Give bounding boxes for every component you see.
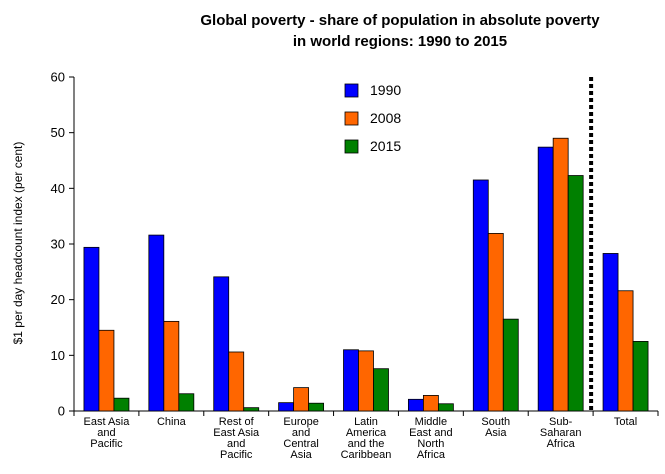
y-tick-label: 10 (51, 348, 65, 363)
bar-1990 (148, 234, 165, 412)
x-category-label: South Asia (481, 416, 510, 439)
x-category-label: Rest of East Asia and Pacific (213, 416, 260, 461)
x-category-label: Latin America and the Caribbean (341, 416, 392, 461)
legend-swatch-2008 (344, 111, 359, 126)
bar-1990 (472, 179, 489, 412)
bar-2008 (617, 290, 634, 412)
y-tick-label: 20 (51, 292, 65, 307)
y-tick-label: 0 (58, 404, 65, 419)
legend: 1990 2008 2015 (344, 82, 401, 154)
legend-swatch-2015 (344, 139, 359, 154)
bar-2008 (358, 350, 374, 412)
bar-2008 (552, 137, 569, 412)
bar-2015 (113, 397, 130, 412)
bar-1990 (83, 246, 100, 412)
bar-2015 (308, 402, 325, 412)
bar-2015 (243, 407, 260, 412)
y-tick-label: 30 (51, 237, 65, 252)
bar-2015 (437, 403, 454, 412)
bar-1990 (278, 402, 295, 412)
bar-1990 (343, 349, 359, 412)
y-axis-title: $1 per day headcount index (per cent) (11, 142, 25, 345)
y-tick-label: 60 (51, 70, 65, 85)
bar-1990 (407, 398, 424, 412)
x-category-label: East Asia and Pacific (84, 416, 131, 450)
y-tick-label: 50 (51, 125, 65, 140)
x-category-label: Middle East and North Africa (409, 416, 452, 461)
x-category-label: Sub-Saharan Africa (540, 416, 582, 450)
bar-2008 (163, 320, 180, 412)
plot-area: 0 10 20 30 40 50 60 East Asia and Pacific China Res… (51, 70, 659, 461)
x-category-label: China (157, 416, 187, 428)
legend-label-2008: 2008 (370, 110, 401, 126)
bar-2008 (98, 329, 115, 412)
legend-label-2015: 2015 (370, 138, 401, 154)
bar-2015 (567, 175, 584, 412)
bar-1990 (213, 276, 230, 412)
y-tick-label: 40 (51, 181, 65, 196)
x-category-label: Europe and Central Asia (283, 416, 318, 461)
chart-title-line-2: in world regions: 1990 to 2015 (293, 33, 507, 50)
legend-swatch-1990 (344, 83, 359, 98)
bar-2015 (373, 368, 389, 412)
chart-title-line-1: Global poverty - share of population in … (200, 12, 600, 29)
bar-2008 (422, 395, 439, 412)
legend-label-1990: 1990 (370, 82, 401, 98)
bar-2008 (487, 233, 504, 412)
bar-2015 (502, 318, 519, 412)
x-category-label: Total (614, 416, 637, 428)
bar-1990 (602, 253, 619, 412)
bar-2008 (228, 351, 245, 412)
bar-2008 (293, 387, 310, 412)
bar-2015 (632, 341, 649, 412)
bar-2015 (178, 393, 195, 412)
bar-1990 (537, 146, 554, 412)
